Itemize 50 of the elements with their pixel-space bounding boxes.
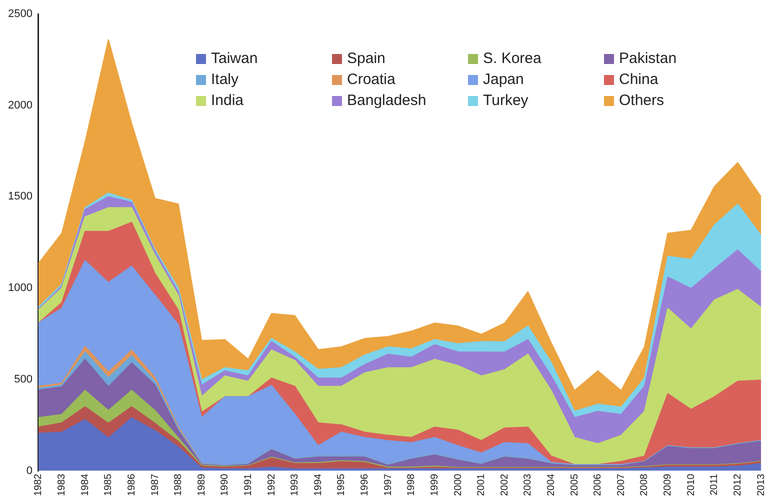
x-tick-label: 1991 [242,473,254,496]
legend-label: Bangladesh [347,92,426,109]
x-tick-label: 2004 [546,473,557,496]
legend-label: S. Korea [483,50,542,67]
x-tick-label: 2010 [686,473,697,496]
x-tick-label: 2005 [569,473,580,496]
x-tick-label: 1994 [312,473,324,496]
legend-label: Taiwan [211,50,258,67]
legend-label: Turkey [483,92,528,109]
y-tick-label: 2000 [8,99,32,112]
y-tick-label: 2500 [8,8,32,20]
x-tick-label: 1982 [33,473,44,496]
x-tick-label: 1998 [406,473,418,496]
legend-label: Spain [347,50,386,67]
x-tick-label: 1984 [80,473,91,496]
x-tick-label: 2011 [709,473,720,496]
x-tick-label: 1990 [220,473,231,496]
x-tick-label: 1983 [56,473,68,496]
legend-label: Others [619,92,664,109]
x-tick-label: 2008 [639,473,650,496]
legend-label: Pakistan [619,50,677,67]
x-tick-label: 2002 [499,473,510,496]
y-tick-label: 1500 [8,190,32,203]
x-tick-label: 1985 [103,473,114,496]
x-tick-label: 1986 [126,473,138,496]
x-tick-label: 1992 [266,473,278,496]
x-tick-label: 2003 [522,473,534,496]
x-tick-label: 1999 [429,473,440,496]
x-tick-label: 2000 [452,473,464,496]
x-tick-label: 2007 [616,473,627,496]
x-tick-label: 2013 [756,473,767,496]
x-tick-label: 2009 [662,473,674,496]
legend-label: China [619,71,658,88]
x-tick-label: 2001 [476,473,488,496]
x-tick-label: 1993 [290,473,301,496]
x-tick-label: 1988 [173,473,184,496]
y-tick-label: 500 [14,373,32,386]
x-tick-label: 1996 [360,473,371,496]
x-tick-label: 1995 [336,473,348,496]
legend-label: Croatia [347,71,396,88]
x-tick-label: 2006 [592,473,604,496]
x-tick-label: 1987 [150,473,161,496]
y-tick-label: 0 [26,464,32,477]
legend-label: Italy [211,71,239,88]
x-tick-label: 2012 [732,473,744,496]
x-tick-label: 1989 [196,473,208,496]
legend-label: Japan [483,71,524,88]
x-tick-label: 1997 [382,473,394,496]
legend-label: India [211,92,244,109]
y-tick-label: 1000 [8,282,32,294]
